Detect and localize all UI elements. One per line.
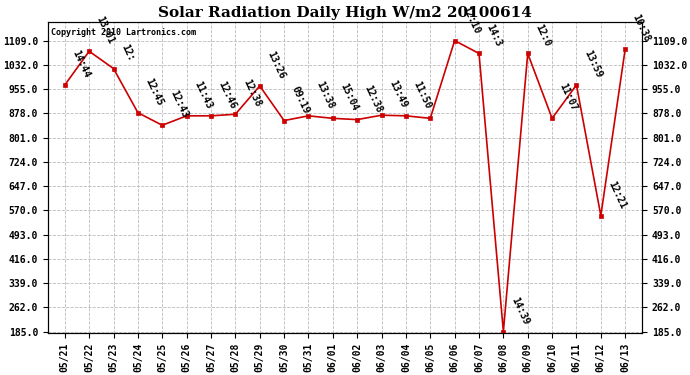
Text: 13:49: 13:49 <box>387 79 408 110</box>
Text: 12:: 12: <box>119 43 136 63</box>
Text: 13:26: 13:26 <box>265 50 287 80</box>
Text: 14:39: 14:39 <box>509 295 531 326</box>
Text: 12:38: 12:38 <box>363 83 384 114</box>
Text: 12:38: 12:38 <box>241 78 262 109</box>
Text: 09:19: 09:19 <box>290 84 311 115</box>
Title: Solar Radiation Daily High W/m2 20100614: Solar Radiation Daily High W/m2 20100614 <box>158 6 532 21</box>
Text: 14:44: 14:44 <box>70 48 92 80</box>
Text: 11:50: 11:50 <box>411 80 433 110</box>
Text: Copyright 2010 Lartronics.com: Copyright 2010 Lartronics.com <box>51 28 196 37</box>
Text: 11:43: 11:43 <box>193 80 214 110</box>
Text: 12:21: 12:21 <box>607 179 628 210</box>
Text: 10:38: 10:38 <box>631 13 652 44</box>
Text: 13:38: 13:38 <box>314 80 335 110</box>
Text: 12:0: 12:0 <box>533 22 552 48</box>
Text: 12:10: 12:10 <box>460 4 482 35</box>
Text: 12:43: 12:43 <box>168 89 189 120</box>
Text: 13:01: 13:01 <box>95 15 116 46</box>
Text: 12:46: 12:46 <box>217 80 238 110</box>
Text: 12:45: 12:45 <box>144 76 165 107</box>
Text: 11:07: 11:07 <box>558 82 579 113</box>
Text: 14:3: 14:3 <box>484 22 504 48</box>
Text: 13:59: 13:59 <box>582 48 604 80</box>
Text: 15:04: 15:04 <box>338 82 360 113</box>
